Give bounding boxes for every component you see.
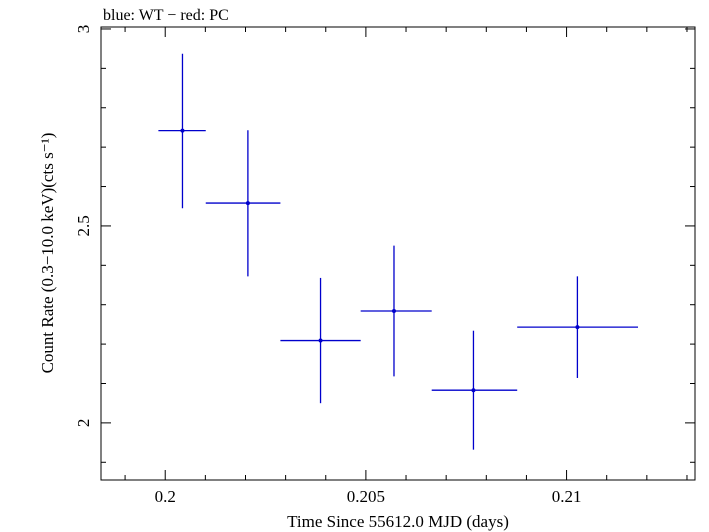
data-point-0 bbox=[158, 53, 206, 209]
chart-title: blue: WT − red: PC bbox=[103, 7, 229, 24]
axis-ticks: 0.2 0.205 0.21 2 2.5 3 bbox=[74, 25, 695, 506]
x-tick-label-0: 0.2 bbox=[155, 487, 176, 506]
x-tick-label-1: 0.205 bbox=[347, 487, 385, 506]
point-marker-2 bbox=[318, 338, 323, 343]
data-points bbox=[158, 53, 639, 450]
data-point-1 bbox=[205, 130, 281, 277]
point-marker-1 bbox=[245, 201, 250, 206]
data-point-3 bbox=[360, 245, 432, 377]
data-point-2 bbox=[280, 277, 361, 404]
point-marker-3 bbox=[391, 309, 396, 314]
plot-frame bbox=[100, 26, 696, 481]
y-tick-label-2: 3 bbox=[74, 25, 93, 34]
y-tick-label-1: 2.5 bbox=[74, 215, 93, 236]
x-tick-label-2: 0.21 bbox=[552, 487, 582, 506]
point-marker-0 bbox=[180, 128, 185, 133]
data-point-5 bbox=[517, 276, 639, 378]
point-marker-5 bbox=[575, 325, 580, 330]
data-point-4 bbox=[431, 330, 518, 450]
point-marker-4 bbox=[471, 388, 476, 393]
y-axis-label: Count Rate (0.3−10.0 keV)(cts s⁻¹) bbox=[38, 133, 57, 374]
y-tick-label-0: 2 bbox=[74, 419, 93, 428]
x-axis-label: Time Since 55612.0 MJD (days) bbox=[287, 512, 509, 531]
